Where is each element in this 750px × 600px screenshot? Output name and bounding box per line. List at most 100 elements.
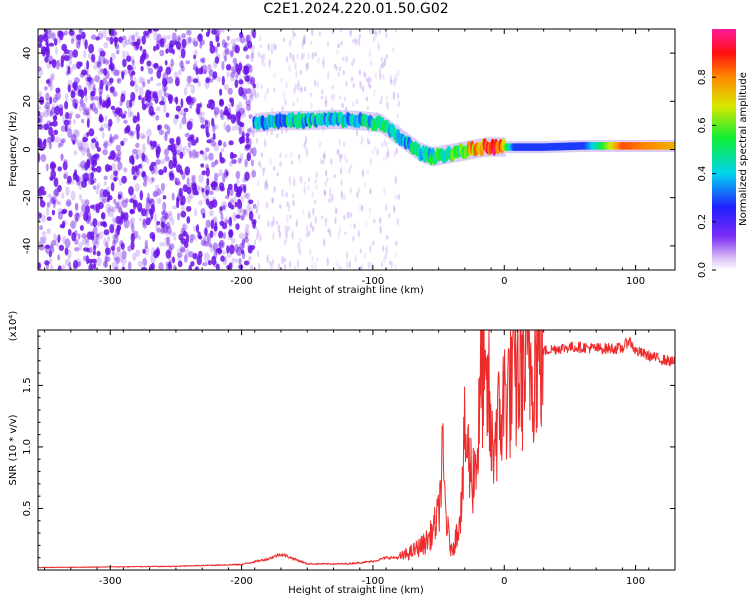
noise-speck <box>168 159 174 170</box>
noise-speck <box>242 208 247 216</box>
noise-speck <box>210 219 215 230</box>
noise-speck <box>81 180 87 188</box>
noise-speck <box>194 60 198 65</box>
noise-speck <box>385 95 389 101</box>
noise-speck <box>287 225 291 232</box>
noise-speck <box>214 248 219 253</box>
noise-speck <box>178 233 184 241</box>
noise-speck <box>207 120 211 128</box>
noise-speck <box>239 122 245 128</box>
noise-speck <box>120 140 125 146</box>
noise-speck <box>77 89 84 97</box>
noise-speck <box>98 201 104 210</box>
noise-speck <box>328 197 331 204</box>
noise-speck <box>229 49 234 58</box>
noise-speck <box>49 82 54 92</box>
noise-speck <box>285 56 289 63</box>
noise-speck <box>141 35 146 45</box>
noise-speck <box>71 63 77 70</box>
noise-speck <box>374 29 377 36</box>
noise-speck <box>278 263 281 270</box>
noise-speck <box>314 179 317 184</box>
noise-speck <box>109 86 115 93</box>
noise-speck <box>158 169 164 175</box>
noise-speck <box>91 138 97 144</box>
noise-speck <box>76 61 82 69</box>
noise-speck <box>39 96 45 105</box>
noise-speck <box>128 34 134 45</box>
noise-speck <box>192 78 199 84</box>
noise-speck <box>349 223 352 228</box>
noise-speck <box>334 205 338 214</box>
noise-speck <box>81 164 85 172</box>
noise-speck <box>352 235 355 242</box>
noise-speck <box>42 140 47 150</box>
noise-speck <box>72 139 76 145</box>
noise-speck <box>183 254 188 263</box>
noise-speck <box>57 211 63 220</box>
noise-speck <box>49 197 56 205</box>
noise-speck <box>300 87 303 92</box>
noise-speck <box>103 57 108 64</box>
noise-speck <box>135 31 139 38</box>
noise-speck <box>123 212 129 221</box>
noise-speck <box>156 197 162 204</box>
noise-speck <box>340 153 343 159</box>
noise-speck <box>87 76 92 83</box>
spectrogram-x-axis-label: Height of straight line (km) <box>288 285 424 296</box>
noise-speck <box>244 144 251 150</box>
noise-speck <box>211 218 217 223</box>
noise-speck <box>169 137 175 145</box>
noise-speck <box>235 214 241 219</box>
noise-speck <box>137 260 144 268</box>
noise-speck <box>162 195 167 200</box>
noise-speck <box>396 218 399 226</box>
noise-speck <box>251 147 257 157</box>
noise-speck <box>187 36 192 44</box>
noise-speck <box>269 157 272 166</box>
noise-speck <box>393 77 396 87</box>
noise-speck <box>245 63 251 69</box>
noise-speck <box>129 80 135 87</box>
noise-speck <box>45 92 50 101</box>
noise-speck <box>163 148 169 156</box>
noise-speck <box>220 109 224 118</box>
noise-speck <box>363 70 366 76</box>
noise-speck <box>47 193 53 199</box>
noise-speck <box>112 233 118 239</box>
noise-speck <box>95 234 99 245</box>
noise-speck <box>167 172 171 178</box>
noise-speck <box>70 220 76 229</box>
noise-speck <box>176 35 181 41</box>
noise-speck <box>380 261 384 267</box>
noise-speck <box>83 49 87 59</box>
noise-speck <box>110 245 116 251</box>
noise-speck <box>126 50 129 60</box>
noise-speck <box>77 233 81 240</box>
noise-speck <box>337 72 340 77</box>
noise-speck <box>298 154 301 162</box>
noise-speck <box>307 53 310 59</box>
noise-speck <box>208 242 213 248</box>
noise-speck <box>302 209 305 216</box>
noise-speck <box>313 199 317 205</box>
noise-speck <box>103 229 110 236</box>
noise-speck <box>250 53 254 62</box>
noise-speck <box>110 105 116 110</box>
noise-speck <box>106 197 111 203</box>
noise-speck <box>38 152 41 163</box>
noise-speck <box>263 138 267 148</box>
noise-speck <box>166 225 172 235</box>
noise-speck <box>393 205 396 214</box>
noise-speck <box>369 245 372 254</box>
noise-speck <box>95 233 100 238</box>
noise-speck <box>306 153 309 158</box>
noise-speck <box>68 49 74 60</box>
noise-speck <box>193 40 198 47</box>
noise-speck <box>319 141 322 148</box>
noise-speck <box>209 230 214 238</box>
noise-speck <box>100 221 104 227</box>
noise-speck <box>235 258 238 263</box>
noise-speck <box>143 30 149 36</box>
noise-speck <box>221 75 225 86</box>
